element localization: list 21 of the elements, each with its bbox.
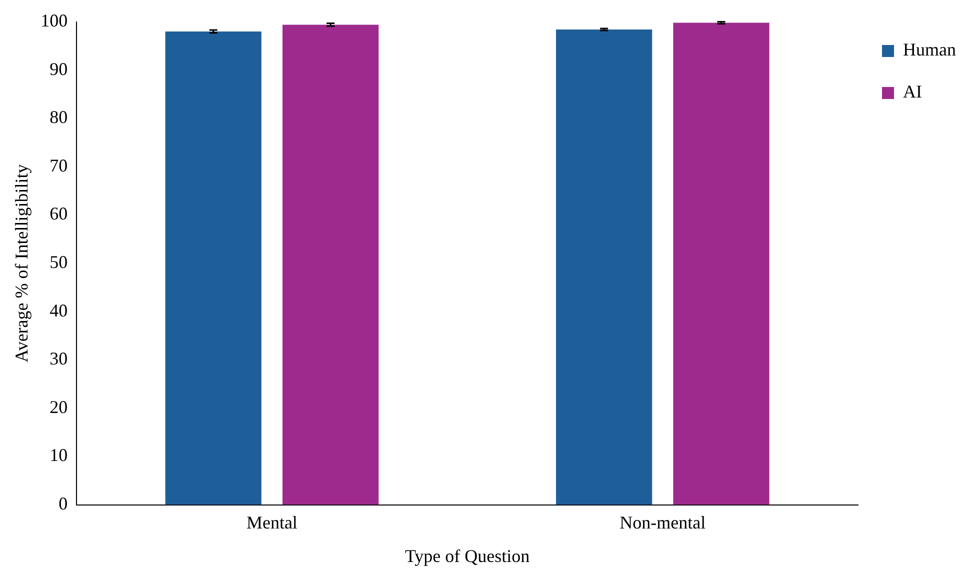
bar xyxy=(165,31,262,505)
legend-label: AI xyxy=(903,82,922,102)
y-tick-label: 80 xyxy=(50,107,68,128)
y-tick-label: 70 xyxy=(50,155,68,176)
y-tick-label: 30 xyxy=(50,348,68,369)
legend-label: Human xyxy=(903,40,956,60)
y-tick-label: 10 xyxy=(50,445,68,466)
x-tick-label: Mental xyxy=(246,512,298,532)
x-tick-label: Non-mental xyxy=(620,512,706,532)
y-tick-label: 60 xyxy=(50,204,68,224)
y-tick-label: 50 xyxy=(50,252,68,272)
bar xyxy=(282,24,379,505)
bar xyxy=(556,30,652,505)
x-axis-title: Type of Question xyxy=(404,546,530,566)
y-axis-title: Average % of Intelligibility xyxy=(12,164,32,362)
y-tick-label: 40 xyxy=(50,300,68,320)
y-tick-label: 90 xyxy=(50,58,68,79)
y-tick-label: 100 xyxy=(40,10,68,31)
y-tick-label: 20 xyxy=(50,396,68,417)
y-tick-label: 0 xyxy=(58,494,68,514)
bar xyxy=(673,22,770,505)
